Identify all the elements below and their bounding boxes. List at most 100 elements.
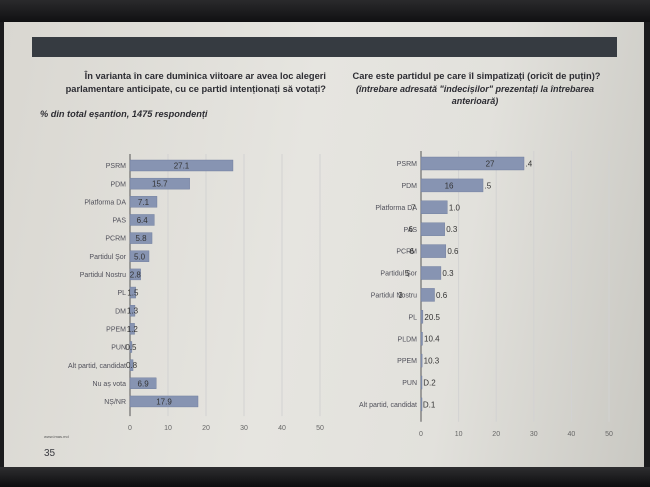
left-chart-data-label: 1.2 bbox=[127, 325, 139, 334]
right-chart-x-tick-label: 30 bbox=[530, 431, 538, 438]
left-chart-category-label-pun: PUN bbox=[111, 345, 126, 352]
right-chart-outside-label: 0.6 bbox=[436, 291, 448, 300]
left-chart-bar-pcrm bbox=[129, 232, 153, 244]
right-chart-x-tick-label: 40 bbox=[568, 431, 576, 438]
left-chart-data-label: 1.5 bbox=[127, 289, 139, 298]
left-chart-category-label-nu-a-vota: Nu aș vota bbox=[93, 381, 127, 388]
right-chart-outside-label: 1.0 bbox=[449, 203, 461, 212]
right-chart-outside-label: D.2 bbox=[423, 379, 436, 388]
right-chart-category-label-alt-partid-candidat: Alt partid, candidat bbox=[359, 402, 417, 409]
presentation-slide: În varianta în care duminica viitoare ar… bbox=[4, 22, 644, 467]
right-chart-category-label-partidul-nostru: Partidul Nostru bbox=[371, 293, 417, 300]
left-chart-category-label-partidul-or: Partidul Şor bbox=[89, 254, 126, 261]
left-chart-category-label-partidul-nostru: Partidul Nostru bbox=[80, 272, 126, 279]
right-chart-bar-partidul-or bbox=[420, 266, 442, 280]
left-chart-category-label-psrm: PSRM bbox=[106, 163, 126, 170]
right-chart-inside-label: 3 bbox=[398, 291, 403, 300]
right-chart-bar-platforma-da bbox=[420, 200, 448, 215]
right-chart-bar-alt-partid-candidat bbox=[420, 397, 423, 412]
left-chart-bar-platforma-da bbox=[129, 196, 158, 208]
right-chart-inside-label: 7 bbox=[411, 203, 416, 212]
right-chart-x-tick-label: 0 bbox=[419, 431, 423, 438]
right-chart-subtitle: (întrebare adresată "indecișilor" prezen… bbox=[355, 84, 595, 106]
right-chart-category-label-pdm: PDM bbox=[401, 183, 417, 190]
left-chart-data-label: 5.0 bbox=[134, 252, 146, 261]
left-chart-x-tick-label: 0 bbox=[128, 425, 132, 432]
left-chart-data-label: 5.8 bbox=[135, 234, 147, 243]
left-chart-bar-dm bbox=[129, 304, 136, 317]
right-chart-category-label-pcrm: PCRM bbox=[396, 249, 417, 256]
right-chart-x-tick-label: 10 bbox=[455, 431, 463, 438]
right-chart-bar-pun bbox=[420, 375, 423, 390]
right-chart-title: Care este partidul pe care îl simpatizaț… bbox=[352, 71, 601, 81]
left-chart-bar-nu-a-vota bbox=[129, 377, 157, 390]
left-chart-bar-psrm bbox=[129, 159, 234, 172]
right-chart-outside-label: 10.4 bbox=[424, 335, 440, 344]
left-chart-bar-alt-partid-candidat bbox=[129, 359, 134, 371]
right-chart-outside-label: D.1 bbox=[423, 400, 436, 409]
right-chart-outside-label: 0.3 bbox=[442, 269, 454, 278]
left-chart-data-label: 6.4 bbox=[137, 216, 149, 225]
left-chart-category-label-alt-partid-candidat: Alt partid, candidat bbox=[68, 363, 126, 370]
left-chart-data-label: 2.8 bbox=[130, 270, 142, 279]
page-number: 35 bbox=[44, 448, 56, 459]
right-chart-category-label-psrm: PSRM bbox=[397, 161, 417, 168]
slide-header-banner bbox=[32, 37, 617, 57]
footer-url: www.imas.md bbox=[44, 434, 69, 439]
right-chart-inside-label: 6 bbox=[408, 225, 413, 234]
right-chart-category-label-pldm: PLDM bbox=[398, 336, 418, 343]
left-chart-data-label: 1.3 bbox=[127, 307, 139, 316]
left-chart-bar-pun bbox=[129, 341, 133, 353]
right-chart-outside-label: .5 bbox=[485, 181, 492, 190]
monitor-bezel-bottom bbox=[0, 467, 650, 487]
right-chart-bar-pdm bbox=[420, 178, 484, 193]
right-chart-bar-partidul-nostru bbox=[420, 288, 435, 302]
left-bar-chart: 0 10 20 30 40 50 PSRM 27.1 PDM 15.7 Platforma DA 7.… bbox=[68, 154, 324, 432]
left-chart-bar-pdm bbox=[129, 177, 190, 190]
left-chart-category-label-platforma-da: Platforma DA bbox=[84, 199, 126, 206]
left-chart-x-tick-label: 40 bbox=[278, 425, 286, 432]
left-chart-data-label: 7.1 bbox=[138, 198, 150, 207]
left-chart-category-label-dm: DM bbox=[115, 308, 126, 315]
left-chart-category-label-pdm: PDM bbox=[110, 181, 126, 188]
right-chart-category-label-pun: PUN bbox=[402, 380, 417, 387]
left-chart-bar-pl bbox=[129, 286, 136, 299]
left-chart-bar-pas bbox=[129, 214, 155, 226]
right-chart-outside-label: 0.3 bbox=[446, 225, 458, 234]
right-chart-outside-label: 20.5 bbox=[424, 313, 440, 322]
right-chart-category-label-partidul-or: Partidul Şor bbox=[380, 271, 417, 278]
right-chart-bar-pas bbox=[420, 222, 445, 236]
left-chart-title: În varianta în care duminica viitoare ar… bbox=[65, 71, 326, 94]
left-chart-category-label-pas: PAS bbox=[113, 218, 127, 225]
left-chart-x-tick-label: 20 bbox=[202, 425, 210, 432]
right-chart-category-label-pl: PL bbox=[408, 314, 417, 321]
left-chart-bar-n-nr bbox=[129, 395, 199, 408]
right-chart-inside-label: 27 bbox=[486, 160, 495, 169]
right-chart-category-label-pas: PAS bbox=[404, 227, 418, 234]
left-chart-x-tick-label: 50 bbox=[316, 425, 324, 432]
left-chart-category-label-pcrm: PCRM bbox=[105, 236, 126, 243]
right-chart-inside-label: 5 bbox=[405, 269, 410, 278]
right-chart-category-label-platforma-da: Platforma DA bbox=[375, 205, 417, 212]
left-chart-data-label: 27.1 bbox=[174, 162, 190, 171]
right-chart-x-tick-label: 20 bbox=[492, 431, 500, 438]
left-chart-x-tick-label: 10 bbox=[164, 425, 172, 432]
right-chart-x-tick-label: 50 bbox=[605, 431, 613, 438]
left-chart-data-label: 0.8 bbox=[126, 361, 138, 370]
left-chart-data-label: 6.9 bbox=[138, 379, 150, 388]
right-chart-outside-label: 0.6 bbox=[447, 247, 459, 256]
photo-background-top bbox=[0, 0, 650, 22]
left-chart-subtitle: % din total eșantion, 1475 respondenți bbox=[40, 109, 208, 119]
right-chart-inside-label: 6 bbox=[410, 247, 415, 256]
left-chart-bar-partidul-nostru bbox=[129, 268, 141, 281]
right-chart-outside-label: .4 bbox=[526, 160, 533, 169]
right-chart-bar-psrm bbox=[420, 156, 525, 171]
right-chart-bar-pldm bbox=[420, 331, 423, 346]
left-chart-category-label-ppem: PPEM bbox=[106, 326, 126, 333]
left-chart-category-label-n-nr: NȘ/NR bbox=[104, 399, 126, 406]
left-chart-bar-partidul-or bbox=[129, 250, 150, 262]
right-bar-chart: 0 10 20 30 40 50 PSRM 27 .4 PDM 16 .5 Platforma DA7 1… bbox=[359, 151, 613, 438]
left-chart-data-label: 17.9 bbox=[156, 397, 172, 406]
right-chart-bar-ppem bbox=[420, 353, 423, 368]
left-chart-bar-ppem bbox=[129, 323, 135, 335]
